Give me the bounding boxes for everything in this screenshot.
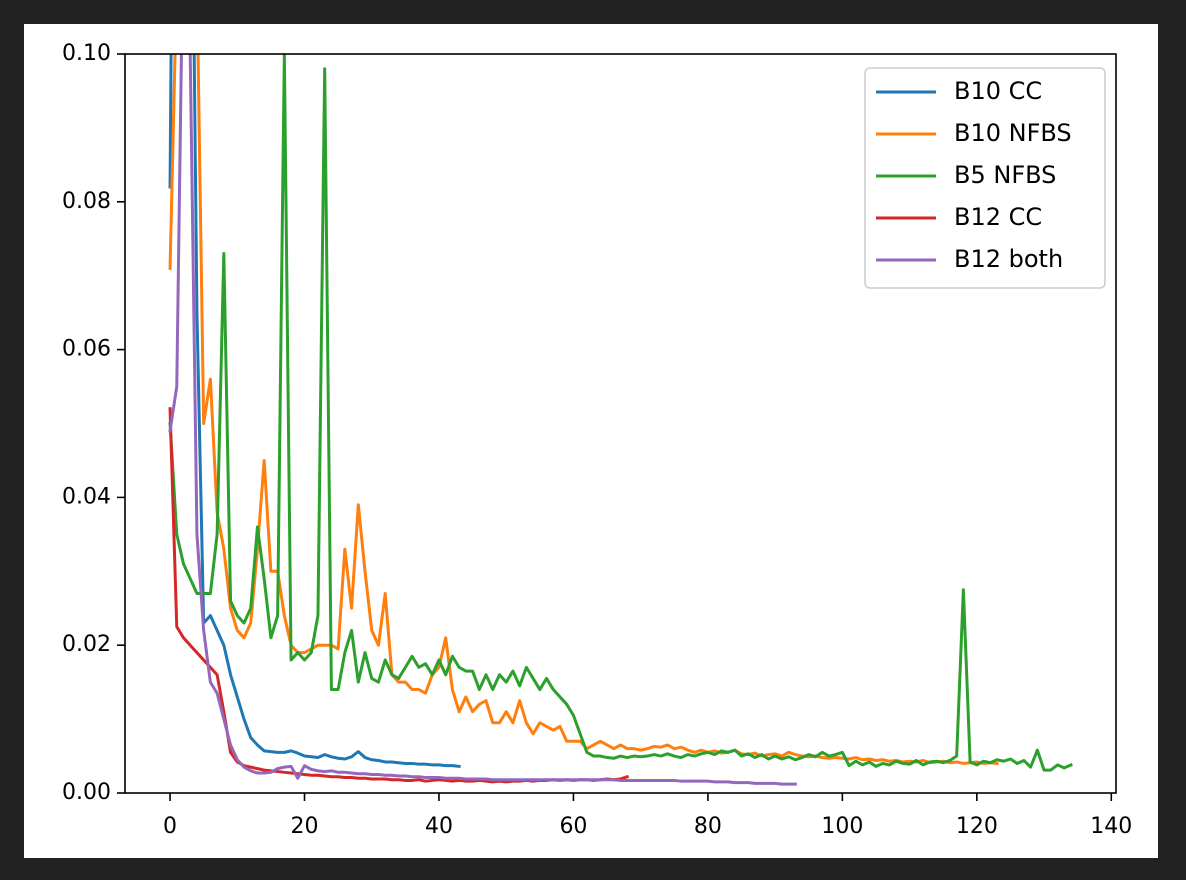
x-tick-label: 60 — [559, 814, 587, 839]
x-tick-label: 140 — [1090, 814, 1132, 839]
y-tick-label: 0.10 — [62, 41, 111, 66]
x-tick-label: 40 — [425, 814, 453, 839]
legend-label: B12 both — [954, 245, 1063, 273]
series-line — [168, 54, 797, 786]
legend-label: B5 NFBS — [954, 161, 1056, 189]
legend-label: B10 CC — [954, 77, 1042, 105]
legend-box — [864, 67, 1106, 289]
series-line — [168, 54, 461, 769]
series-line — [168, 54, 1073, 772]
y-tick-label: 0.02 — [62, 632, 111, 657]
x-tick-label: 0 — [163, 814, 177, 839]
y-tick-label: 0.04 — [62, 484, 111, 509]
y-tick-label: 0.00 — [62, 780, 111, 805]
y-tick-label: 0.06 — [62, 337, 111, 362]
y-tick-label: 0.08 — [62, 189, 111, 214]
x-tick-label: 100 — [821, 814, 863, 839]
x-tick-label: 120 — [956, 814, 998, 839]
legend-label: B12 CC — [954, 203, 1042, 231]
axes-frame — [124, 53, 1117, 794]
legend-label: B10 NFBS — [954, 119, 1072, 147]
plot-lines — [168, 54, 1073, 786]
x-tick-label: 80 — [694, 814, 722, 839]
x-tick-label: 20 — [291, 814, 319, 839]
